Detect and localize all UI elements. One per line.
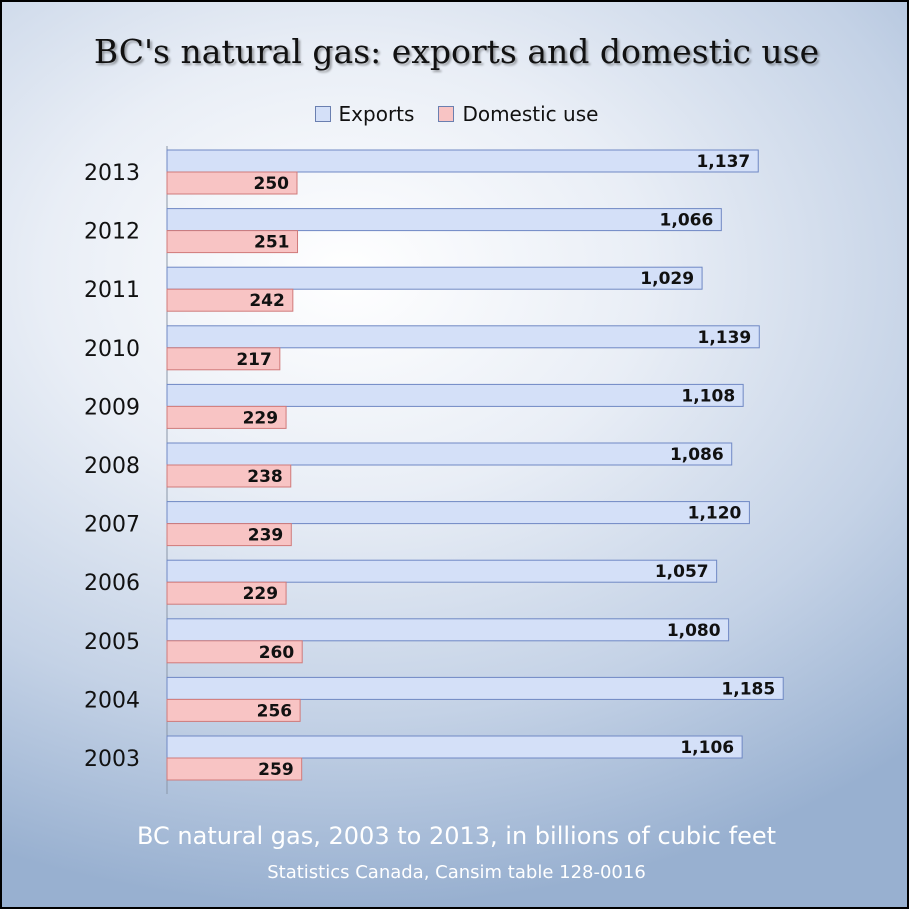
y-tick-label: 2004 — [84, 688, 140, 713]
bar-exports — [166, 325, 760, 349]
y-tick-label: 2003 — [84, 747, 140, 772]
bar-domestic-use — [166, 230, 299, 254]
bar-exports — [166, 442, 733, 466]
data-label-domestic-use: 238 — [247, 467, 283, 487]
y-tick-label: 2007 — [84, 513, 140, 538]
data-label-domestic-use: 242 — [249, 291, 285, 311]
bar-domestic-use — [166, 698, 301, 722]
y-tick-label: 2005 — [84, 630, 140, 655]
bar-domestic-use — [166, 288, 294, 312]
legend-item-domestic-use: Domestic use — [438, 102, 598, 126]
data-label-exports: 1,108 — [681, 386, 735, 406]
bar-domestic-use — [166, 347, 281, 371]
legend-item-exports: Exports — [314, 102, 415, 126]
bar-domestic-use — [166, 640, 303, 664]
legend-label-domestic-use: Domestic use — [462, 102, 599, 126]
y-tick-label: 2008 — [84, 454, 140, 479]
data-label-domestic-use: 217 — [236, 350, 272, 370]
bar-domestic-use — [166, 523, 292, 547]
chart-source: Statistics Canada, Cansim table 128-0016 — [267, 862, 646, 883]
y-tick-label: 2009 — [84, 395, 140, 420]
bar-exports — [166, 208, 722, 232]
legend-label-exports: Exports — [338, 102, 415, 126]
bar-exports — [166, 559, 718, 583]
bar-exports — [166, 676, 784, 700]
data-label-exports: 1,137 — [696, 152, 750, 172]
bar-exports — [166, 735, 743, 759]
y-tick-label: 2013 — [84, 161, 140, 186]
data-label-domestic-use: 239 — [248, 526, 284, 546]
bar-exports — [166, 501, 750, 525]
data-label-domestic-use: 251 — [254, 233, 290, 253]
data-label-domestic-use: 259 — [258, 760, 294, 780]
data-label-exports: 1,185 — [721, 679, 775, 699]
data-label-domestic-use: 260 — [259, 643, 295, 663]
chart-title: BC's natural gas: exports and domestic u… — [93, 32, 820, 71]
data-label-domestic-use: 256 — [257, 701, 293, 721]
y-tick-label: 2010 — [84, 337, 140, 362]
bar-domestic-use — [166, 581, 287, 605]
data-label-exports: 1,029 — [640, 269, 694, 289]
bar-domestic-use — [166, 464, 292, 488]
data-label-exports: 1,057 — [655, 562, 709, 582]
data-label-exports: 1,086 — [670, 445, 724, 465]
legend-swatch-exports — [314, 106, 331, 122]
bar-exports — [166, 149, 759, 173]
bar-domestic-use — [166, 405, 287, 429]
data-label-exports: 1,139 — [697, 328, 751, 348]
y-tick-label: 2011 — [84, 278, 140, 303]
y-tick-label: 2012 — [84, 220, 140, 245]
bar-domestic-use — [166, 171, 298, 195]
bar-exports — [166, 383, 744, 407]
legend-swatch-domestic-use — [438, 106, 455, 122]
data-label-exports: 1,106 — [680, 738, 734, 758]
data-label-exports: 1,066 — [660, 211, 714, 231]
data-label-domestic-use: 250 — [254, 174, 290, 194]
chart-subtitle: BC natural gas, 2003 to 2013, in billion… — [136, 822, 777, 850]
bar-exports — [166, 266, 703, 290]
legend: Exports Domestic use — [2, 99, 907, 129]
y-tick-label: 2006 — [84, 571, 140, 596]
bar-domestic-use — [166, 757, 303, 781]
data-label-exports: 1,120 — [688, 504, 742, 524]
bar-exports — [166, 618, 730, 642]
data-label-domestic-use: 229 — [243, 408, 279, 428]
data-label-exports: 1,080 — [667, 621, 721, 641]
data-label-domestic-use: 229 — [243, 584, 279, 604]
